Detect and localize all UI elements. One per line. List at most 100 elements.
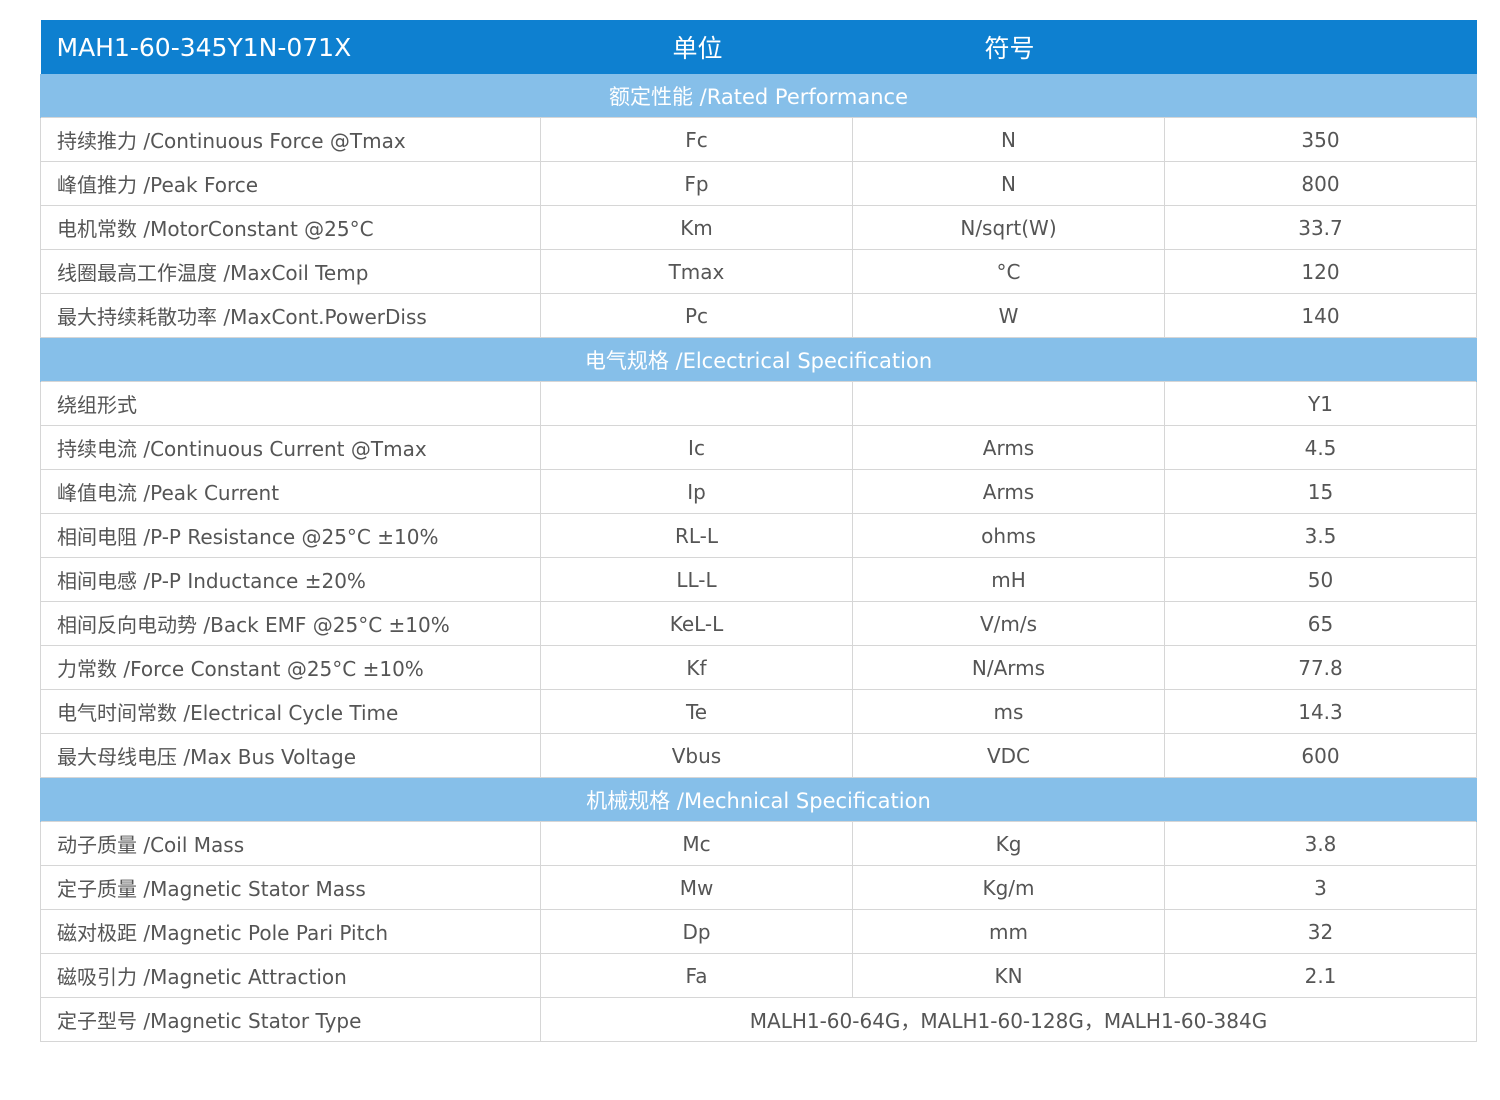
table-row: 磁吸引力 /Magnetic Attraction Fa KN 2.1 [40, 953, 1477, 998]
value-cell: 32 [1164, 909, 1477, 954]
table-row: 峰值推力 /Peak Force Fp N 800 [40, 161, 1477, 206]
value-cell: 120 [1164, 249, 1477, 294]
table-row: 电气时间常数 /Electrical Cycle Time Te ms 14.3 [40, 689, 1477, 734]
value-cell: 33.7 [1164, 205, 1477, 250]
param-cell: 定子质量 /Magnetic Stator Mass [40, 865, 541, 910]
param-cell: 电机常数 /MotorConstant @25°C [40, 205, 541, 250]
unit-cell: Mw [540, 865, 853, 910]
section-title: 电气规格 /Elcectrical Specification [40, 337, 1477, 382]
symbol-cell: N [852, 161, 1165, 206]
param-cell: 峰值推力 /Peak Force [40, 161, 541, 206]
unit-cell [540, 381, 853, 426]
value-cell: 350 [1164, 117, 1477, 162]
table-row: 相间电感 /P-P Inductance ±20% LL-L mH 50 [40, 557, 1477, 602]
symbol-cell: N/Arms [852, 645, 1165, 690]
value-cell: 800 [1164, 161, 1477, 206]
value-cell: 77.8 [1164, 645, 1477, 690]
value-cell: 3.8 [1164, 821, 1477, 866]
value-cell: 4.5 [1164, 425, 1477, 470]
table-row: 相间电阻 /P-P Resistance @25°C ±10% RL-L ohm… [40, 513, 1477, 558]
table-row: 最大母线电压 /Max Bus Voltage Vbus VDC 600 [40, 733, 1477, 778]
symbol-cell: KN [852, 953, 1165, 998]
param-cell: 线圈最高工作温度 /MaxCoil Temp [40, 249, 541, 294]
symbol-cell: °C [852, 249, 1165, 294]
value-cell: 50 [1164, 557, 1477, 602]
unit-cell: Vbus [540, 733, 853, 778]
table-row: 持续电流 /Continuous Current @Tmax Ic Arms 4… [40, 425, 1477, 470]
unit-cell: Te [540, 689, 853, 734]
table-row: 电机常数 /MotorConstant @25°C Km N/sqrt(W) 3… [40, 205, 1477, 250]
symbol-cell: N/sqrt(W) [852, 205, 1165, 250]
model-name: MAH1-60-345Y1N-071X [40, 20, 541, 74]
value-column-header [1164, 20, 1477, 74]
section-header-rated-performance: 额定性能 /Rated Performance [40, 74, 1477, 118]
symbol-cell: N [852, 117, 1165, 162]
unit-cell: Kf [540, 645, 853, 690]
table-row: 线圈最高工作温度 /MaxCoil Temp Tmax °C 120 [40, 249, 1477, 294]
unit-cell: Km [540, 205, 853, 250]
table-row: 磁对极距 /Magnetic Pole Pari Pitch Dp mm 32 [40, 909, 1477, 954]
unit-cell: Fc [540, 117, 853, 162]
table-header: MAH1-60-345Y1N-071X 单位 符号 [40, 20, 1477, 74]
unit-cell: RL-L [540, 513, 853, 558]
section-header-electrical-specification: 电气规格 /Elcectrical Specification [40, 337, 1477, 382]
stator-type-value: MALH1-60-64G，MALH1-60-128G，MALH1-60-384G [540, 997, 1477, 1042]
value-cell: 2.1 [1164, 953, 1477, 998]
symbol-cell: Arms [852, 425, 1165, 470]
symbol-cell: mH [852, 557, 1165, 602]
param-cell: 相间反向电动势 /Back EMF @25°C ±10% [40, 601, 541, 646]
value-cell: 14.3 [1164, 689, 1477, 734]
param-cell: 磁吸引力 /Magnetic Attraction [40, 953, 541, 998]
unit-cell: Fa [540, 953, 853, 998]
unit-cell: Fp [540, 161, 853, 206]
table-row: 最大持续耗散功率 /MaxCont.PowerDiss Pc W 140 [40, 293, 1477, 338]
symbol-cell: mm [852, 909, 1165, 954]
value-cell: 140 [1164, 293, 1477, 338]
value-cell: 65 [1164, 601, 1477, 646]
param-cell: 最大母线电压 /Max Bus Voltage [40, 733, 541, 778]
section-title: 额定性能 /Rated Performance [40, 74, 1477, 118]
table-row: 相间反向电动势 /Back EMF @25°C ±10% KeL-L V/m/s… [40, 601, 1477, 646]
param-cell: 峰值电流 /Peak Current [40, 469, 541, 514]
symbol-cell [852, 381, 1165, 426]
section-title: 机械规格 /Mechnical Specification [40, 777, 1477, 822]
param-cell: 相间电阻 /P-P Resistance @25°C ±10% [40, 513, 541, 558]
table-row: 定子质量 /Magnetic Stator Mass Mw Kg/m 3 [40, 865, 1477, 910]
unit-cell: Ic [540, 425, 853, 470]
symbol-cell: Arms [852, 469, 1165, 514]
value-cell: 3 [1164, 865, 1477, 910]
value-cell: 3.5 [1164, 513, 1477, 558]
unit-column-header: 单位 [540, 20, 853, 74]
param-cell: 力常数 /Force Constant @25°C ±10% [40, 645, 541, 690]
spec-table-container: MAH1-60-345Y1N-071X 单位 符号 额定性能 /Rated Pe… [40, 20, 1477, 1042]
unit-cell: Mc [540, 821, 853, 866]
table-row: 动子质量 /Coil Mass Mc Kg 3.8 [40, 821, 1477, 866]
table-row: 绕组形式 Y1 [40, 381, 1477, 426]
symbol-cell: V/m/s [852, 601, 1165, 646]
param-cell: 动子质量 /Coil Mass [40, 821, 541, 866]
value-cell: Y1 [1164, 381, 1477, 426]
param-cell: 最大持续耗散功率 /MaxCont.PowerDiss [40, 293, 541, 338]
unit-cell: Dp [540, 909, 853, 954]
param-cell: 持续电流 /Continuous Current @Tmax [40, 425, 541, 470]
table-row: 持续推力 /Continuous Force @Tmax Fc N 350 [40, 117, 1477, 162]
param-cell: 绕组形式 [40, 381, 541, 426]
param-cell: 定子型号 /Magnetic Stator Type [40, 997, 541, 1042]
unit-cell: LL-L [540, 557, 853, 602]
spec-table: MAH1-60-345Y1N-071X 单位 符号 额定性能 /Rated Pe… [40, 20, 1477, 1042]
stator-type-row: 定子型号 /Magnetic Stator Type MALH1-60-64G，… [40, 997, 1477, 1042]
param-cell: 持续推力 /Continuous Force @Tmax [40, 117, 541, 162]
unit-cell: Tmax [540, 249, 853, 294]
table-row: 峰值电流 /Peak Current Ip Arms 15 [40, 469, 1477, 514]
param-cell: 电气时间常数 /Electrical Cycle Time [40, 689, 541, 734]
param-cell: 相间电感 /P-P Inductance ±20% [40, 557, 541, 602]
symbol-cell: Kg/m [852, 865, 1165, 910]
param-cell: 磁对极距 /Magnetic Pole Pari Pitch [40, 909, 541, 954]
symbol-cell: Kg [852, 821, 1165, 866]
symbol-cell: ms [852, 689, 1165, 734]
unit-cell: Pc [540, 293, 853, 338]
table-row: 力常数 /Force Constant @25°C ±10% Kf N/Arms… [40, 645, 1477, 690]
value-cell: 15 [1164, 469, 1477, 514]
value-cell: 600 [1164, 733, 1477, 778]
unit-cell: Ip [540, 469, 853, 514]
